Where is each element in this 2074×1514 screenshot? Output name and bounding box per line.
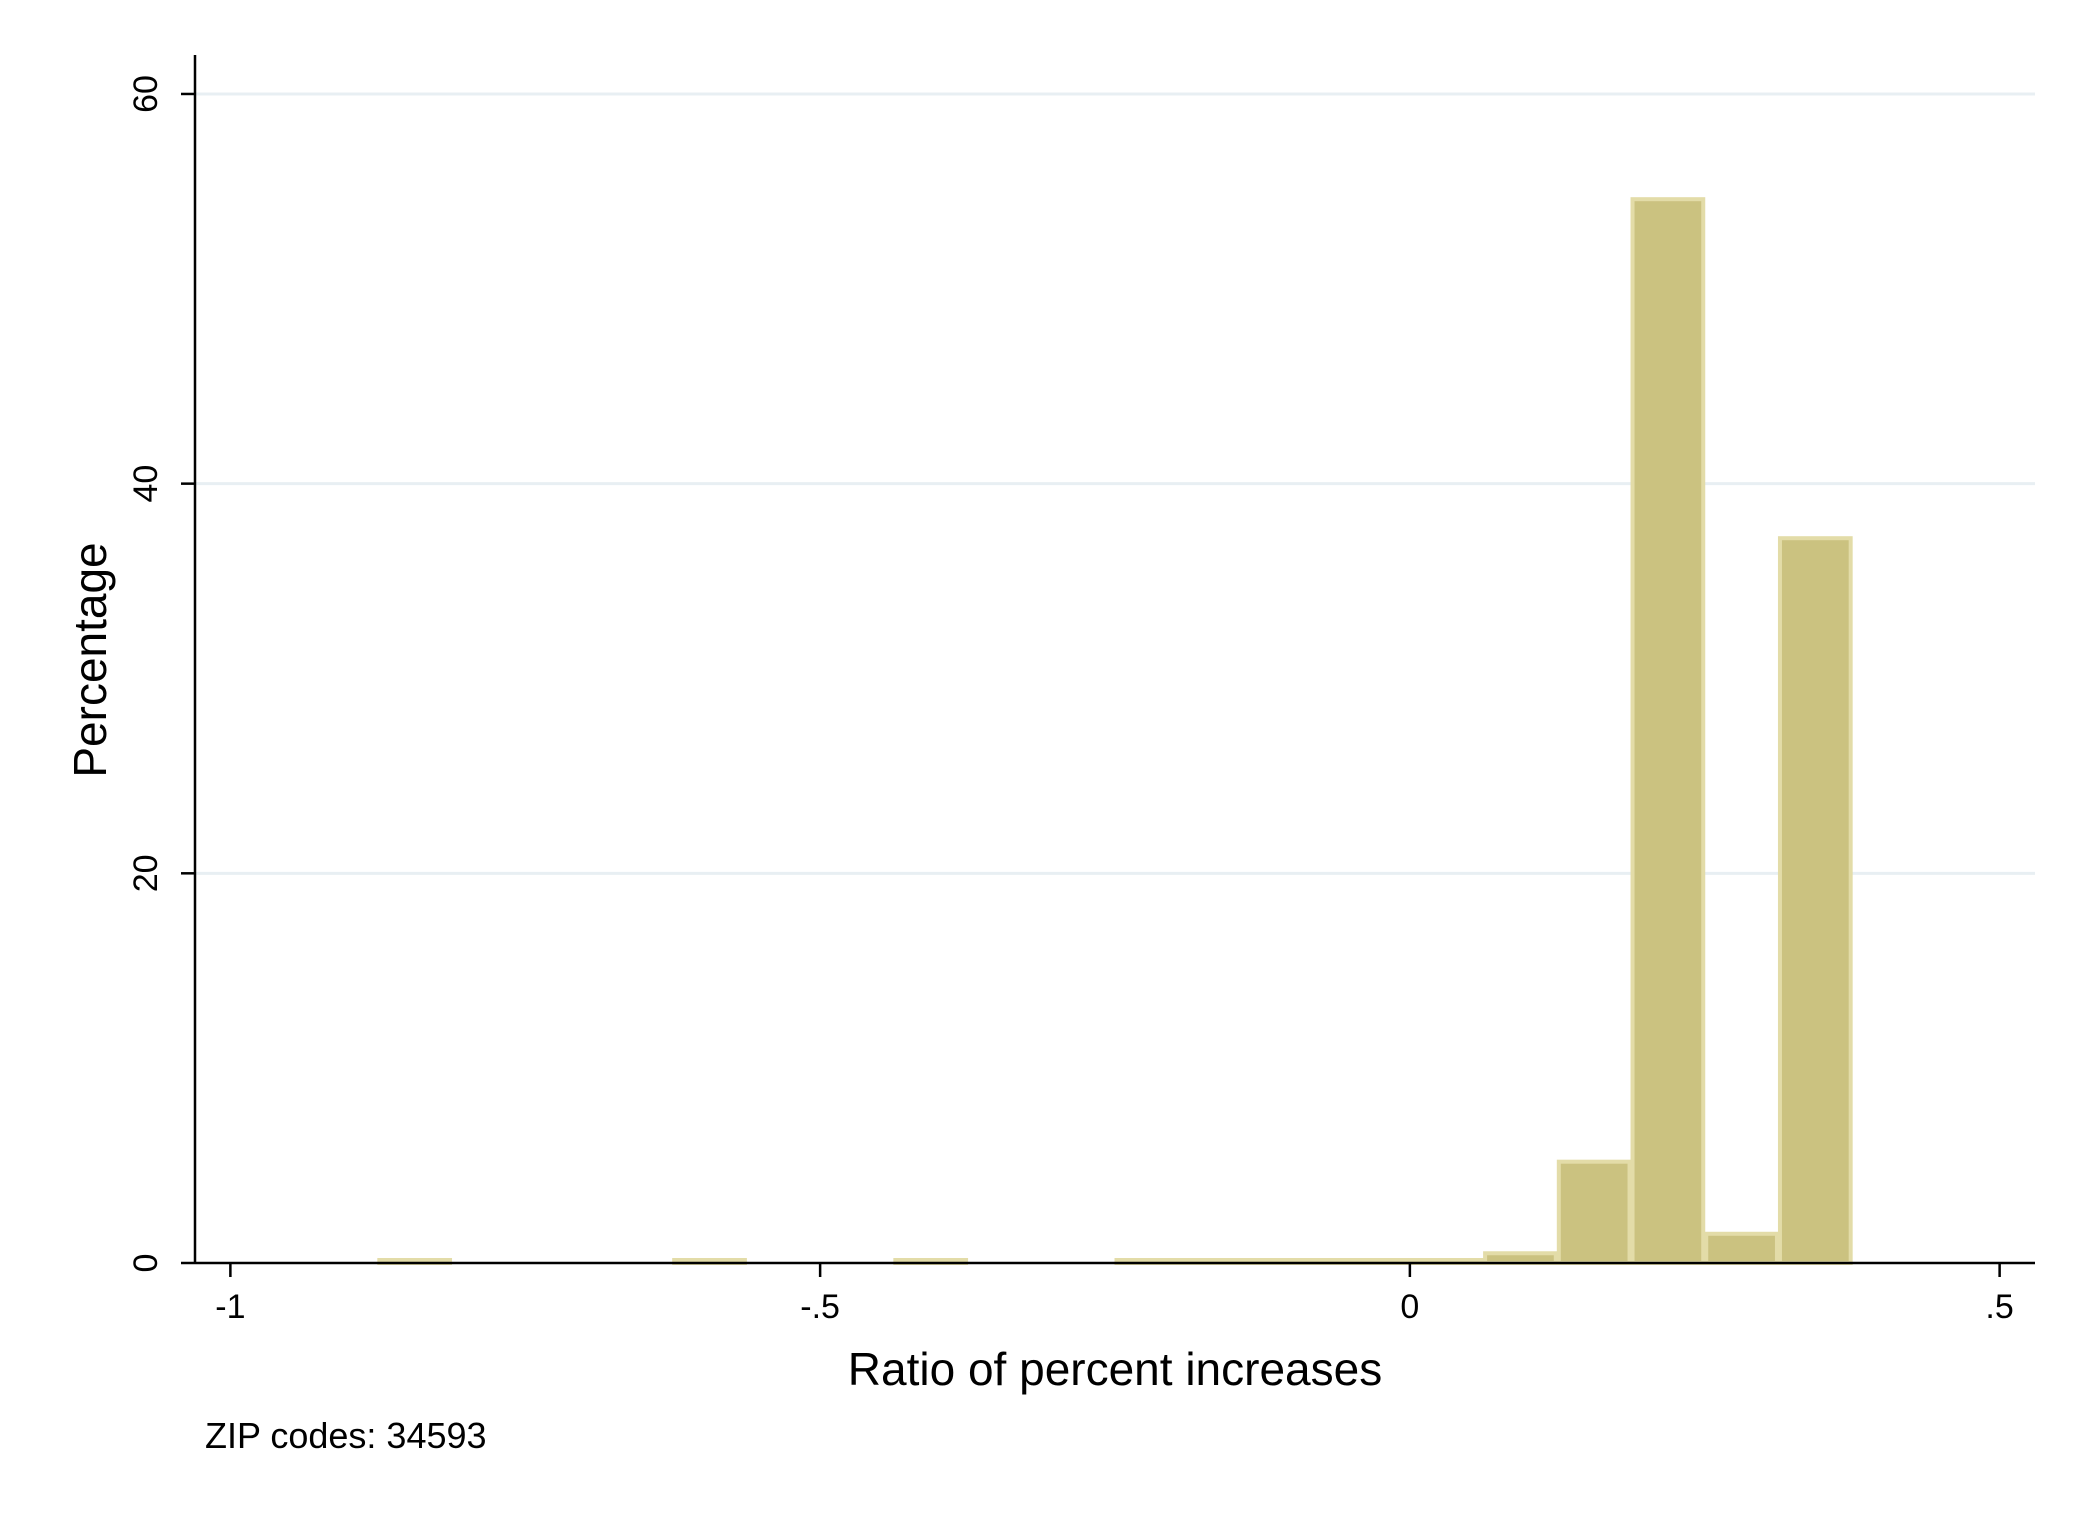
- y-tick-label: 60: [127, 75, 165, 113]
- histogram-bar: [1777, 536, 1853, 1265]
- y-axis-ticks: 0 20 40 60: [127, 75, 195, 1272]
- y-tick-label: 20: [127, 854, 165, 892]
- x-tick-label: -1: [215, 1288, 245, 1326]
- y-axis-title: Percentage: [64, 542, 116, 777]
- histogram-bars: [377, 197, 1853, 1265]
- x-axis-title: Ratio of percent increases: [848, 1343, 1382, 1395]
- histogram-bar: [1704, 1231, 1779, 1265]
- y-tick-label: 40: [127, 465, 165, 503]
- x-axis-ticks: -1 -.5 0 .5: [215, 1263, 2014, 1326]
- x-tick-label: .5: [1985, 1288, 2013, 1326]
- histogram-bar: [1630, 197, 1706, 1265]
- grid-lines: [195, 92, 2035, 875]
- x-tick-label: 0: [1400, 1288, 1419, 1326]
- x-tick-label: -.5: [800, 1288, 840, 1326]
- histogram-bar: [1556, 1159, 1632, 1265]
- y-tick-label: 0: [127, 1254, 165, 1273]
- histogram-bar: [1483, 1251, 1558, 1265]
- axes: [193, 55, 2035, 1265]
- chart-note: ZIP codes: 34593: [205, 1415, 487, 1456]
